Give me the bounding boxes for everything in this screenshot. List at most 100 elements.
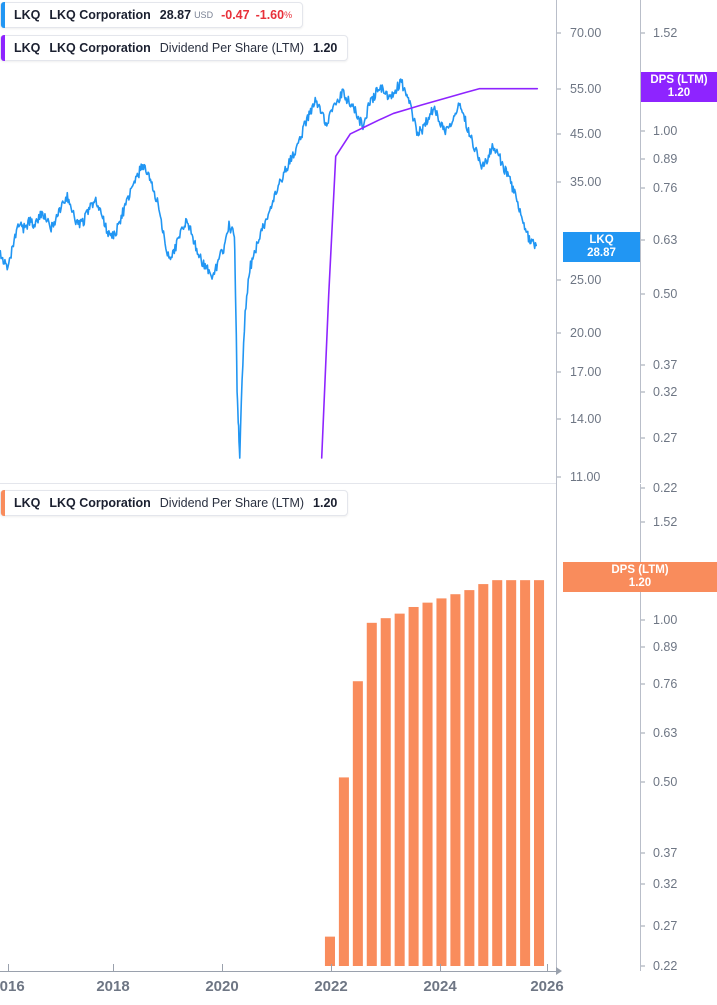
x-axis-arrow-icon xyxy=(556,967,562,975)
x-axis-tick-label: 2026 xyxy=(530,978,564,995)
x-axis-tick-mark xyxy=(222,964,223,972)
dps-bar[interactable] xyxy=(520,580,531,966)
price-value-badge[interactable]: LKQ 28.87 xyxy=(563,232,640,262)
axis-tick-mark xyxy=(641,925,645,927)
axis-tick-label: 0.76 xyxy=(653,677,678,691)
axis-tick-mark xyxy=(641,683,645,685)
x-axis-tick-mark xyxy=(8,964,9,972)
axis-tick-label: 0.76 xyxy=(653,181,678,195)
legend-company-dps-lower: LKQ Corporation xyxy=(49,496,151,510)
dps-bar[interactable] xyxy=(352,681,363,966)
axis-tick-mark xyxy=(641,781,645,783)
legend-change-pct-price: -1.60 xyxy=(255,8,285,22)
legend-value-dps-lower: 1.20 xyxy=(313,496,338,510)
axis-tick-mark xyxy=(557,88,561,90)
dps-bar[interactable] xyxy=(338,777,349,966)
axis-tick-mark xyxy=(641,732,645,734)
legend-price[interactable]: LKQ LKQ Corporation 28.87 USD -0.47 -1.6… xyxy=(0,2,304,28)
dps-axis-rail-lower xyxy=(640,484,641,971)
axis-tick-label: 0.89 xyxy=(653,152,678,166)
axis-tick-mark xyxy=(641,239,645,241)
axis-tick-label: 70.00 xyxy=(570,26,602,40)
axis-tick-mark xyxy=(641,187,645,189)
axis-tick-mark xyxy=(641,852,645,854)
axis-tick-label: 0.32 xyxy=(653,877,678,891)
price-badge-value: 28.87 xyxy=(587,247,616,259)
axis-tick-label: 0.89 xyxy=(653,640,678,654)
axis-tick-label: 0.22 xyxy=(653,959,678,973)
x-axis-tick-mark xyxy=(440,964,441,972)
dps-bar[interactable] xyxy=(492,580,503,966)
legend-value-dps-upper: 1.20 xyxy=(313,41,338,55)
axis-tick-mark xyxy=(641,619,645,621)
axis-tick-label: 0.22 xyxy=(653,481,678,495)
dps-bar[interactable] xyxy=(464,590,475,966)
dps-bar[interactable] xyxy=(324,936,335,966)
axis-tick-label: 1.00 xyxy=(653,124,678,138)
legend-company-dps-upper: LKQ Corporation xyxy=(49,41,151,55)
axis-tick-label: 17.00 xyxy=(570,365,602,379)
dps-value-badge-upper[interactable]: DPS (LTM) 1.20 xyxy=(641,72,717,102)
price-chart-svg xyxy=(0,78,539,459)
axis-tick-mark xyxy=(641,883,645,885)
axis-tick-label: 0.63 xyxy=(653,726,678,740)
axis-tick-label: 0.63 xyxy=(653,233,678,247)
legend-dps-upper[interactable]: LKQ LKQ Corporation Dividend Per Share (… xyxy=(0,35,349,61)
x-axis-tick-mark xyxy=(547,964,548,972)
axis-tick-label: 20.00 xyxy=(570,326,602,340)
legend-dps-lower[interactable]: LKQ LKQ Corporation Dividend Per Share (… xyxy=(0,490,349,516)
x-axis-tick-label: 2024 xyxy=(423,978,457,995)
legend-metric-dps-lower: Dividend Per Share (LTM) xyxy=(159,496,305,510)
legend-metric-dps-upper: Dividend Per Share (LTM) xyxy=(159,41,305,55)
axis-tick-label: 45.00 xyxy=(570,127,602,141)
dps-bar[interactable] xyxy=(394,613,405,966)
legend-ticker-dps-upper: LKQ xyxy=(14,41,41,55)
axis-tick-mark xyxy=(557,371,561,373)
x-axis-tick-label: 2018 xyxy=(96,978,130,995)
axis-tick-label: 1.00 xyxy=(653,613,678,627)
x-axis-tick-label: 2022 xyxy=(314,978,348,995)
dps-bar-chart-svg xyxy=(324,580,545,966)
dps-badge-label-lower: DPS (LTM) xyxy=(611,564,669,576)
axis-tick-mark xyxy=(641,293,645,295)
pane-divider xyxy=(0,483,556,484)
dps-badge-value-lower: 1.20 xyxy=(628,577,652,589)
x-axis-line xyxy=(0,971,556,972)
axis-tick-mark xyxy=(557,418,561,420)
price-chart-plot-area[interactable] xyxy=(0,0,556,483)
dps-bar[interactable] xyxy=(380,618,391,966)
dps-bar[interactable] xyxy=(408,606,419,966)
axis-tick-mark xyxy=(557,181,561,183)
legend-ticker-price: LKQ xyxy=(14,8,41,22)
dps-bar[interactable] xyxy=(366,622,377,966)
axis-tick-label: 25.00 xyxy=(570,273,602,287)
legend-change-price: -0.47 xyxy=(221,8,250,22)
price-line-series xyxy=(0,78,538,459)
x-axis-tick-mark xyxy=(331,964,332,972)
legend-unit-price: USD xyxy=(194,10,214,20)
price-badge-label: LKQ xyxy=(589,234,614,246)
axis-tick-label: 11.00 xyxy=(570,470,601,484)
dps-bar[interactable] xyxy=(478,584,489,966)
dps-line-series xyxy=(320,87,539,459)
dps-value-badge-lower[interactable]: DPS (LTM) 1.20 xyxy=(563,562,717,592)
dps-axis-rail-upper xyxy=(640,0,641,483)
dps-bar[interactable] xyxy=(422,602,433,966)
dps-bar[interactable] xyxy=(506,580,517,966)
dps-bar[interactable] xyxy=(534,580,545,966)
axis-tick-label: 35.00 xyxy=(570,175,602,189)
legend-color-swatch-dps-upper xyxy=(1,35,5,61)
dps-bar-group xyxy=(324,580,545,966)
axis-tick-label: 0.27 xyxy=(653,431,678,445)
axis-tick-mark xyxy=(641,965,645,967)
legend-value-price: 28.87 xyxy=(159,8,192,22)
axis-tick-mark xyxy=(641,32,645,34)
axis-tick-mark xyxy=(641,130,645,132)
dps-bar[interactable] xyxy=(450,594,461,966)
legend-percent-sign: % xyxy=(284,10,293,20)
dps-bar[interactable] xyxy=(436,598,447,966)
dps-bar-chart-plot-area[interactable] xyxy=(0,484,556,971)
axis-tick-label: 0.50 xyxy=(653,775,678,789)
